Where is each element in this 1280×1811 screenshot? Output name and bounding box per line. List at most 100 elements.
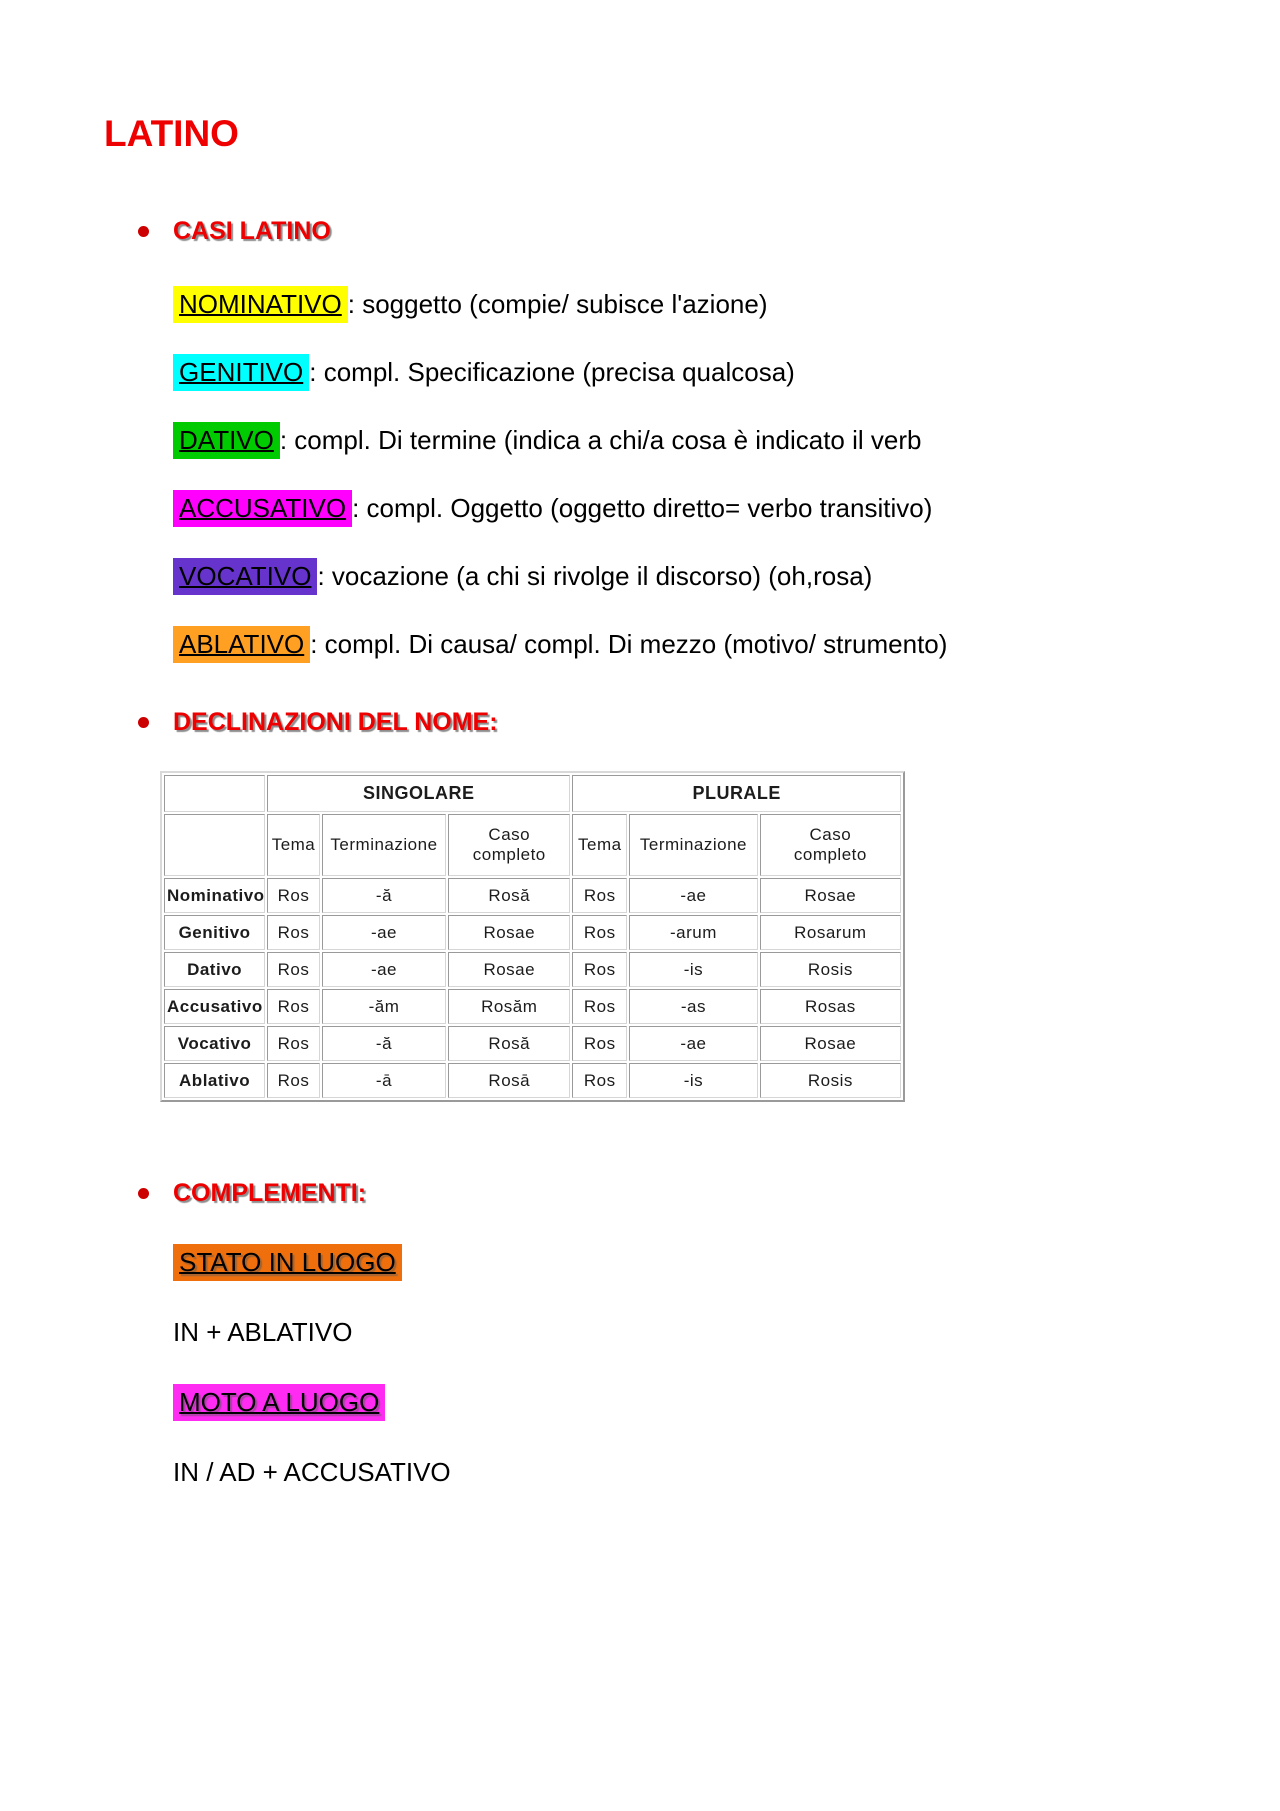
table-group-header-row: SINGOLARE PLURALE [164,775,901,812]
declension-cell: Rosis [759,1063,901,1098]
declension-cell: -ăm [321,989,447,1024]
case-label-genitivo: GENITIVO [173,354,310,391]
case-desc-nominativo: : soggetto (compie/ subisce l'azione) [347,289,768,319]
declension-table: SINGOLARE PLURALE Tema Terminazione Caso… [160,771,905,1102]
declension-cell: -arum [629,915,758,950]
section-heading-label: DECLINAZIONI DEL NOME: [173,708,498,736]
complement-label-plain: IN / AD + ACCUSATIVO [173,1457,451,1487]
declension-cell: -is [629,1063,758,1098]
case-desc-dativo: : compl. Di termine (indica a chi/a cosa… [279,425,922,455]
case-line-genitivo: GENITIVO: compl. Specificazione (precisa… [173,354,1280,391]
group-header-plurale: PLURALE [572,775,901,812]
document-content: LATINO CASI LATINO NOMINATIVO: soggetto … [104,113,1280,1489]
declension-cell: Ros [572,952,628,987]
section-casi-latino: CASI LATINO NOMINATIVO: soggetto (compie… [104,215,1280,663]
case-desc-ablativo: : compl. Di causa/ compl. Di mezzo (moti… [310,629,948,659]
declension-table-wrap: SINGOLARE PLURALE Tema Terminazione Caso… [160,771,1280,1102]
case-line-nominativo: NOMINATIVO: soggetto (compie/ subisce l'… [173,286,1280,323]
section-heading-label: CASI LATINO [173,217,331,245]
declension-cell: -ae [321,915,447,950]
complement-label-highlighted: MOTO A LUOGO [173,1384,386,1421]
declension-row: Ablativo Ros -ā Rosā Ros -is Rosis [164,1063,901,1098]
col-header-caso-completo-plur: Caso completo [759,814,901,876]
declension-cell: -as [629,989,758,1024]
complement-moto-a-luogo: MOTO A LUOGO [173,1384,1280,1421]
case-desc-genitivo: : compl. Specificazione (precisa qualcos… [309,357,795,387]
case-label-dativo: DATIVO [173,422,280,459]
case-line-accusativo: ACCUSATIVO: compl. Oggetto (oggetto dire… [173,490,1280,527]
declension-cell: Rosăm [448,989,571,1024]
declension-cell: Ros [572,1026,628,1061]
declension-cell: Rosă [448,1026,571,1061]
declension-cell: -ae [629,1026,758,1061]
declension-cell: -ă [321,1026,447,1061]
declension-cell: Rosarum [759,915,901,950]
declension-cell: Rosae [759,878,901,913]
declension-cell: -ae [629,878,758,913]
declension-cell: Ros [572,878,628,913]
section-complementi: COMPLEMENTI: STATO IN LUOGO IN + ABLATIV… [104,1177,1280,1489]
col-header-tema-sing: Tema [267,814,320,876]
case-name-cell: Accusativo [164,989,266,1024]
declension-cell: Rosis [759,952,901,987]
declension-row: Genitivo Ros -ae Rosae Ros -arum Rosarum [164,915,901,950]
complement-stato-in-luogo: STATO IN LUOGO [173,1244,1280,1281]
declension-cell: Rosae [759,1026,901,1061]
case-name-cell: Dativo [164,952,266,987]
case-line-ablativo: ABLATIVO: compl. Di causa/ compl. Di mez… [173,626,1280,663]
case-label-accusativo: ACCUSATIVO [173,490,353,527]
case-name-cell: Genitivo [164,915,266,950]
case-name-cell: Nominativo [164,878,266,913]
complement-label-highlighted: STATO IN LUOGO [173,1244,402,1281]
list-bullet-icon [138,717,149,728]
section-heading-casi: CASI LATINO [138,215,1280,247]
declension-cell: Ros [267,915,320,950]
case-list: NOMINATIVO: soggetto (compie/ subisce l'… [173,286,1280,663]
case-label-ablativo: ABLATIVO [173,626,311,663]
declension-row: Accusativo Ros -ăm Rosăm Ros -as Rosas [164,989,901,1024]
complement-in-ad-accusativo: IN / AD + ACCUSATIVO [173,1455,1280,1489]
declension-cell: -ā [321,1063,447,1098]
declension-cell: Ros [572,1063,628,1098]
section-heading-label: COMPLEMENTI: [173,1179,367,1207]
list-bullet-icon [138,226,149,237]
declension-cell: Ros [267,878,320,913]
case-name-cell: Vocativo [164,1026,266,1061]
case-line-dativo: DATIVO: compl. Di termine (indica a chi/… [173,422,1280,459]
case-label-vocativo: VOCATIVO [173,558,318,595]
declension-cell: Ros [572,915,628,950]
declension-row: Nominativo Ros -ă Rosă Ros -ae Rosae [164,878,901,913]
complement-list: STATO IN LUOGO IN + ABLATIVO MOTO A LUOG… [173,1244,1280,1489]
declension-cell: Ros [267,1026,320,1061]
col-header-terminazione-plur: Terminazione [629,814,758,876]
declension-cell: Rosā [448,1063,571,1098]
case-desc-vocativo: : vocazione (a chi si rivolge il discors… [317,561,873,591]
declension-cell: -is [629,952,758,987]
declension-row: Dativo Ros -ae Rosae Ros -is Rosis [164,952,901,987]
complement-label-plain: IN + ABLATIVO [173,1317,353,1347]
declension-row: Vocativo Ros -ă Rosă Ros -ae Rosae [164,1026,901,1061]
list-bullet-icon [138,1188,149,1199]
declension-cell: -ae [321,952,447,987]
section-declinazioni: DECLINAZIONI DEL NOME: SINGOLARE PLURALE [104,706,1280,1102]
declension-cell: Ros [267,952,320,987]
declension-cell: Rosae [448,915,571,950]
col-header-terminazione-sing: Terminazione [321,814,447,876]
declension-cell: Ros [572,989,628,1024]
declension-cell: Ros [267,1063,320,1098]
case-name-cell: Ablativo [164,1063,266,1098]
blank-cell [164,814,266,876]
declension-cell: Rosas [759,989,901,1024]
declension-cell: Rosă [448,878,571,913]
section-heading-declinazioni: DECLINAZIONI DEL NOME: [138,706,1280,738]
group-header-singolare: SINGOLARE [267,775,571,812]
table-column-header-row: Tema Terminazione Caso completo Tema Ter… [164,814,901,876]
case-line-vocativo: VOCATIVO: vocazione (a chi si rivolge il… [173,558,1280,595]
declension-cell: Ros [267,989,320,1024]
declension-cell: Rosae [448,952,571,987]
section-heading-complementi: COMPLEMENTI: [138,1177,1280,1209]
case-label-nominativo: NOMINATIVO [173,286,348,323]
col-header-tema-plur: Tema [572,814,628,876]
declension-cell: -ă [321,878,447,913]
